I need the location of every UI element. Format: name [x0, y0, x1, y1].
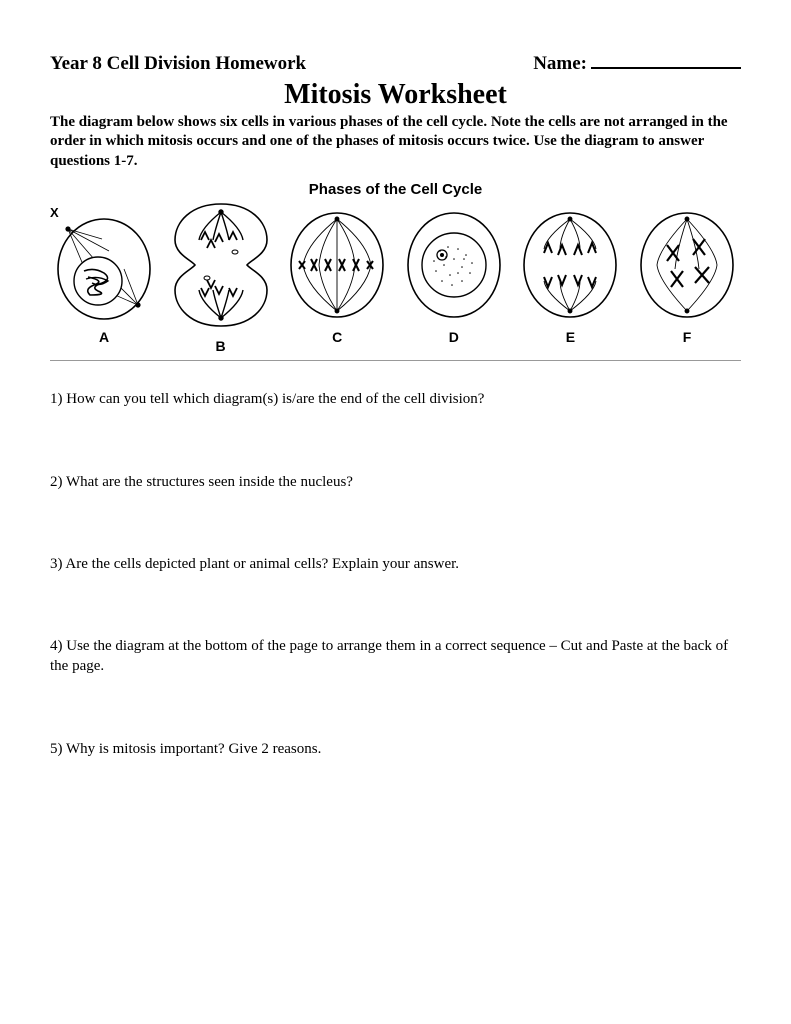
worksheet-title: Mitosis Worksheet — [50, 79, 741, 111]
cell-c-label: C — [332, 329, 342, 345]
worksheet-header: Year 8 Cell Division Homework Name: — [50, 48, 741, 75]
question-5: 5) Why is mitosis important? Give 2 reas… — [50, 739, 741, 759]
diagram-title: Phases of the Cell Cycle — [50, 181, 741, 198]
cell-c: C — [287, 209, 387, 345]
instructions-text: The diagram below shows six cells in var… — [50, 113, 741, 172]
cell-e: E — [520, 209, 620, 345]
cell-b-svg — [171, 200, 271, 330]
question-1: 1) How can you tell which diagram(s) is/… — [50, 389, 741, 409]
cell-d-svg — [404, 209, 504, 321]
question-3: 3) Are the cells depicted plant or anima… — [50, 554, 741, 574]
cell-f: F — [637, 209, 737, 345]
cell-f-svg — [637, 209, 737, 321]
cell-d: D — [404, 209, 504, 345]
cell-d-label: D — [449, 329, 459, 345]
name-field: Name: — [533, 48, 741, 75]
cell-a: X — [54, 209, 154, 345]
cell-f-label: F — [683, 329, 692, 345]
cell-c-svg — [287, 209, 387, 321]
cell-b: B — [171, 200, 271, 354]
cell-e-svg — [520, 209, 620, 321]
cell-a-svg — [54, 209, 154, 321]
x-marker: X — [50, 205, 59, 220]
name-blank-line — [591, 48, 741, 69]
cell-cycle-diagram: Phases of the Cell Cycle X — [50, 181, 741, 354]
cell-b-label: B — [216, 338, 226, 354]
cell-e-label: E — [566, 329, 575, 345]
name-label: Name: — [533, 53, 587, 75]
cells-row: X — [50, 200, 741, 354]
cell-a-label: A — [99, 329, 109, 345]
question-2: 2) What are the structures seen inside t… — [50, 472, 741, 492]
course-title: Year 8 Cell Division Homework — [50, 53, 306, 75]
divider — [50, 360, 741, 361]
question-4: 4) Use the diagram at the bottom of the … — [50, 636, 741, 677]
